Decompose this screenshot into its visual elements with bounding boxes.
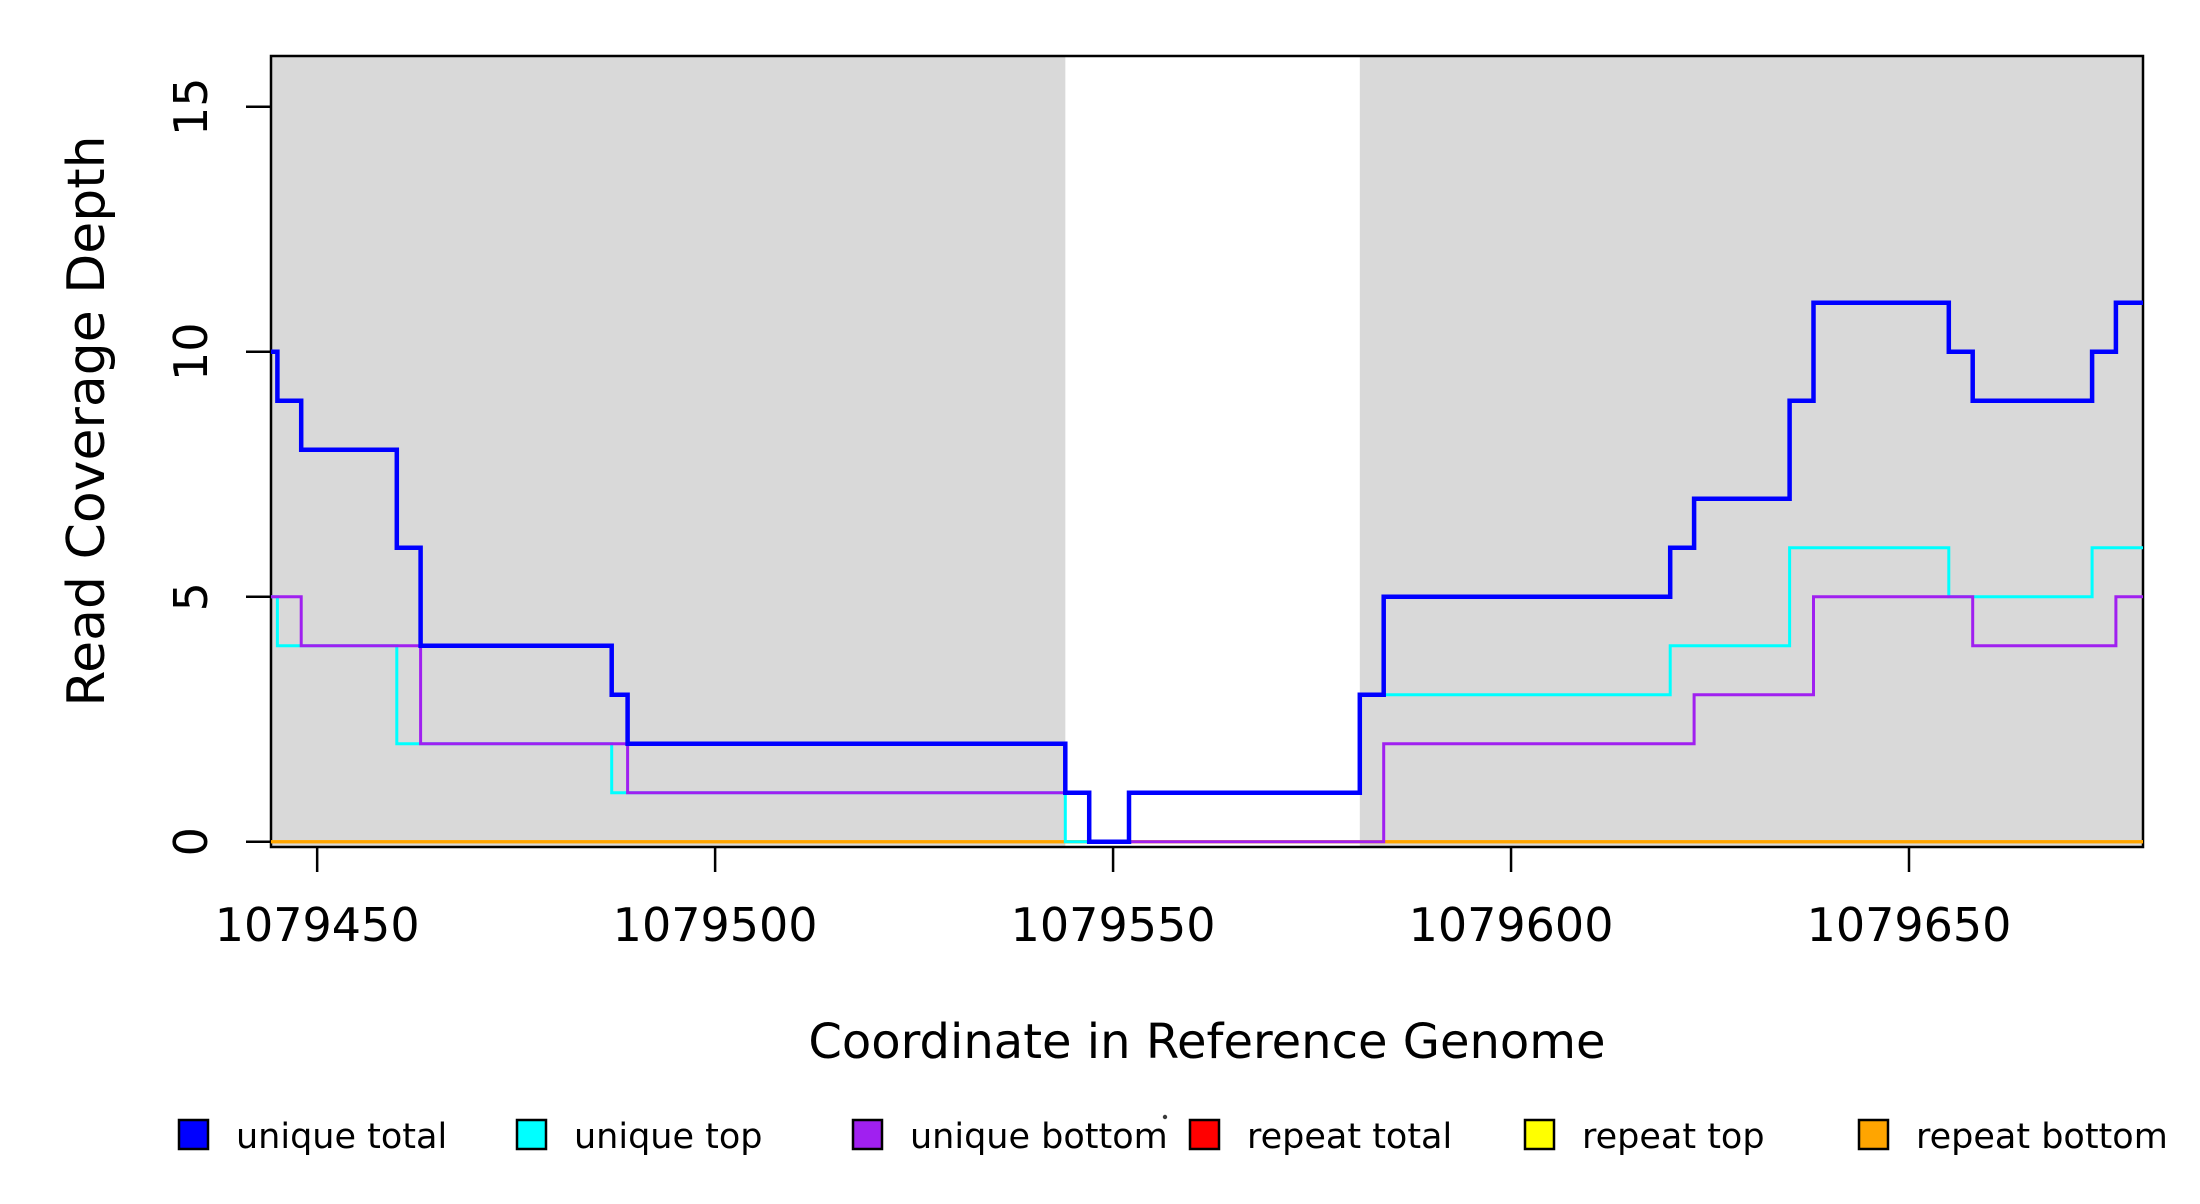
legend-swatch-repeat-top	[1523, 1118, 1556, 1151]
legend-label: repeat bottom	[1916, 1117, 2168, 1157]
legend-swatch-unique-top	[515, 1118, 548, 1151]
y-tick-label: 10	[164, 322, 218, 381]
x-tick-label: 1079650	[1807, 898, 2012, 952]
y-axis-title: Read Coverage Depth	[57, 135, 117, 706]
legend-swatch-repeat-total	[1188, 1118, 1221, 1151]
shaded-region-1	[271, 56, 1066, 847]
legend: unique total unique top unique bottom repea…	[177, 1114, 2168, 1157]
data-lines	[271, 300, 2143, 844]
shaded-region-2	[1359, 56, 2143, 847]
legend-label: unique bottom	[910, 1117, 1168, 1157]
y-tick-label: 15	[164, 77, 218, 136]
x-axis-title: Coordinate in Reference Genome	[808, 1014, 1605, 1070]
legend-artifact-dot	[1162, 1114, 1168, 1120]
y-tick-label: 0	[164, 827, 218, 856]
legend-label: repeat total	[1247, 1117, 1452, 1157]
x-tick-label: 1079600	[1409, 898, 1614, 952]
legend-label: repeat top	[1582, 1117, 1765, 1157]
legend-label: unique total	[236, 1117, 447, 1157]
legend-label: unique top	[574, 1117, 763, 1157]
series-unique-total	[271, 300, 2143, 844]
x-tick-label: 1079500	[613, 898, 818, 952]
legend-swatch-unique-total	[177, 1118, 210, 1151]
legend-swatch-repeat-bottom	[1857, 1118, 1890, 1151]
plot-border	[269, 54, 2145, 849]
x-tick-label: 1079450	[215, 898, 420, 952]
legend-swatch-unique-bottom	[851, 1118, 884, 1151]
y-tick-label: 5	[164, 582, 218, 611]
series-unique-bottom	[271, 595, 2143, 844]
x-tick-label: 1079550	[1011, 898, 1216, 952]
